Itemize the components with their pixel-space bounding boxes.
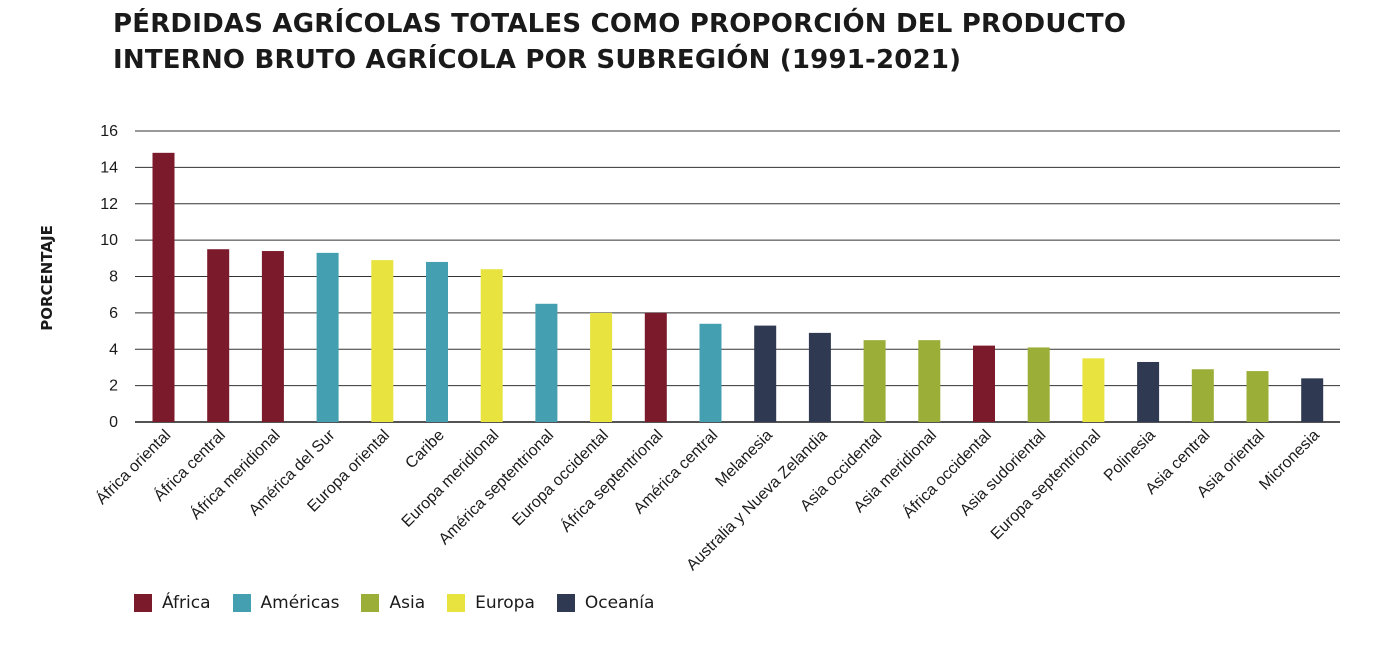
legend-item: Europa (447, 593, 535, 613)
bar (371, 260, 394, 422)
bar (1027, 347, 1050, 422)
legend-label: Asia (389, 593, 426, 613)
legend-swatch (361, 594, 380, 612)
legend-item: Américas (232, 593, 340, 613)
bar (1191, 369, 1214, 422)
bar (590, 312, 613, 422)
x-tick-label: Europa septentrional (988, 427, 1104, 543)
x-tick-label: África septentrional (556, 425, 666, 535)
bar (699, 323, 722, 422)
legend-swatch (556, 594, 575, 612)
bar (1137, 361, 1160, 422)
x-tick-label: África meridional (186, 425, 284, 523)
bar-chart: PORCENTAJE 0 2 4 6 8 10 12 14 16 África oriental… (38, 123, 1340, 574)
x-tick-label: Polinesia (1101, 427, 1159, 485)
bar (316, 252, 339, 422)
bar (973, 345, 995, 422)
bar (261, 251, 284, 422)
y-tick-label: 0 (109, 414, 118, 431)
legend-item: África (134, 593, 211, 613)
legend-swatch (447, 594, 466, 612)
bar (1301, 378, 1324, 422)
y-tick-label: 8 (109, 269, 118, 286)
bar (863, 340, 886, 422)
chart-title-line-1: PÉRDIDAS AGRÍCOLAS TOTALES COMO PROPORCI… (113, 9, 1127, 39)
bar (207, 249, 230, 422)
x-tick-label: Caribe (402, 427, 447, 472)
legend-swatch (134, 594, 152, 612)
legend-item: Oceanía (556, 593, 655, 613)
y-tick-label: 16 (100, 123, 118, 140)
bar (480, 269, 503, 422)
legend: África Américas Asia Europa Oceanía (134, 593, 654, 613)
bar (808, 332, 831, 422)
bar (1082, 358, 1105, 422)
y-tick-label: 4 (109, 341, 118, 358)
y-axis-label: PORCENTAJE (38, 225, 56, 331)
legend-label: Américas (260, 593, 340, 613)
y-tick-label: 6 (109, 305, 118, 322)
bar (754, 325, 777, 422)
y-tick-label: 14 (100, 159, 118, 176)
legend-label: Oceanía (584, 593, 655, 613)
legend-label: África (162, 593, 211, 613)
bar (152, 152, 175, 422)
bars (152, 152, 1324, 422)
y-axis-ticks: 0 2 4 6 8 10 12 14 16 (100, 123, 118, 431)
bar (1246, 371, 1269, 422)
chart-title: PÉRDIDAS AGRÍCOLAS TOTALES COMO PROPORCI… (113, 6, 1126, 78)
y-tick-label: 10 (100, 232, 118, 249)
bar (918, 340, 941, 422)
x-tick-label: Europa occidental (509, 427, 612, 530)
x-tick-label: Micronesia (1256, 427, 1323, 494)
y-tick-label: 12 (100, 196, 118, 213)
legend-swatch (232, 594, 251, 612)
bar (644, 312, 667, 422)
y-tick-label: 2 (109, 378, 118, 395)
legend-label: Europa (475, 593, 535, 613)
bar (535, 303, 558, 422)
legend-item: Asia (361, 593, 425, 613)
gridlines (135, 130, 1340, 423)
chart-title-line-2: INTERNO BRUTO AGRÍCOLA POR SUBREGIÓN (19… (113, 45, 962, 75)
bar (426, 261, 448, 422)
x-tick-label: Europa meridional (399, 427, 503, 531)
